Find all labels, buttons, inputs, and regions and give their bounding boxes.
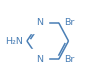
Text: Br: Br: [64, 18, 74, 27]
Text: Br: Br: [64, 55, 74, 64]
Text: N: N: [36, 55, 43, 64]
Text: N: N: [36, 18, 43, 27]
Text: H₂N: H₂N: [6, 36, 23, 46]
